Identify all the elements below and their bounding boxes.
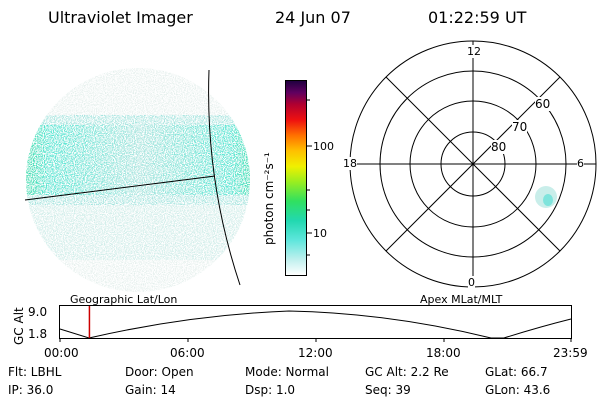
- mlat-label-70: 70: [512, 120, 528, 134]
- polar-mlt-plot: [349, 40, 597, 288]
- time-tick-2359: 23:59: [553, 346, 588, 360]
- time-tick-0600: 06:00: [170, 346, 205, 360]
- mlt-label-6: 6: [577, 157, 584, 170]
- mlt-label-12: 12: [467, 45, 481, 58]
- color-scale-bar: [285, 80, 307, 276]
- time-tick-0000: 00:00: [44, 346, 79, 360]
- apex-panel-label: Apex MLat/MLT: [420, 293, 503, 306]
- altitude-axis-label: GC Alt: [12, 307, 26, 345]
- mlt-label-0: 0: [468, 276, 475, 289]
- color-scale-ticks: [307, 99, 312, 256]
- altitude-tick-1-8: 1.8: [28, 327, 48, 341]
- status-dsp: Dsp: 1.0: [245, 383, 296, 397]
- time-tick-1800: 18:00: [426, 346, 461, 360]
- altitude-curve: [59, 310, 572, 339]
- status-gc-alt: GC Alt: 2.2 Re: [365, 365, 449, 379]
- color-scale-label: photon cm⁻²s⁻¹: [262, 152, 276, 245]
- status-door: Door: Open: [125, 365, 194, 379]
- status-ip: IP: 36.0: [8, 383, 54, 397]
- mlat-label-60: 60: [535, 97, 551, 111]
- status-glat: GLat: 66.7: [485, 365, 548, 379]
- auroral-image-geographic: [24, 68, 250, 292]
- status-filter: Flt: LBHL: [8, 365, 62, 379]
- color-tick-10: 10: [313, 227, 327, 240]
- altitude-tick-9: 9.0: [28, 305, 48, 319]
- status-gain: Gain: 14: [125, 383, 176, 397]
- time-tick-1200: 12:00: [298, 346, 333, 360]
- observation-time: 01:22:59 UT: [428, 8, 527, 27]
- mlt-label-18: 18: [343, 157, 357, 170]
- geographic-panel-label: Geographic Lat/Lon: [70, 293, 178, 306]
- status-glon: GLon: 43.6: [485, 383, 551, 397]
- polar-aurora-patch: [535, 186, 557, 208]
- observation-date: 24 Jun 07: [275, 8, 351, 27]
- status-seq: Seq: 39: [365, 383, 411, 397]
- altitude-plot-frame: [59, 305, 572, 339]
- altitude-timeline-plot: [59, 305, 572, 342]
- mlat-label-80: 80: [491, 140, 507, 154]
- status-mode: Mode: Normal: [245, 365, 329, 379]
- instrument-title: Ultraviolet Imager: [48, 8, 193, 27]
- color-tick-100: 100: [313, 140, 334, 153]
